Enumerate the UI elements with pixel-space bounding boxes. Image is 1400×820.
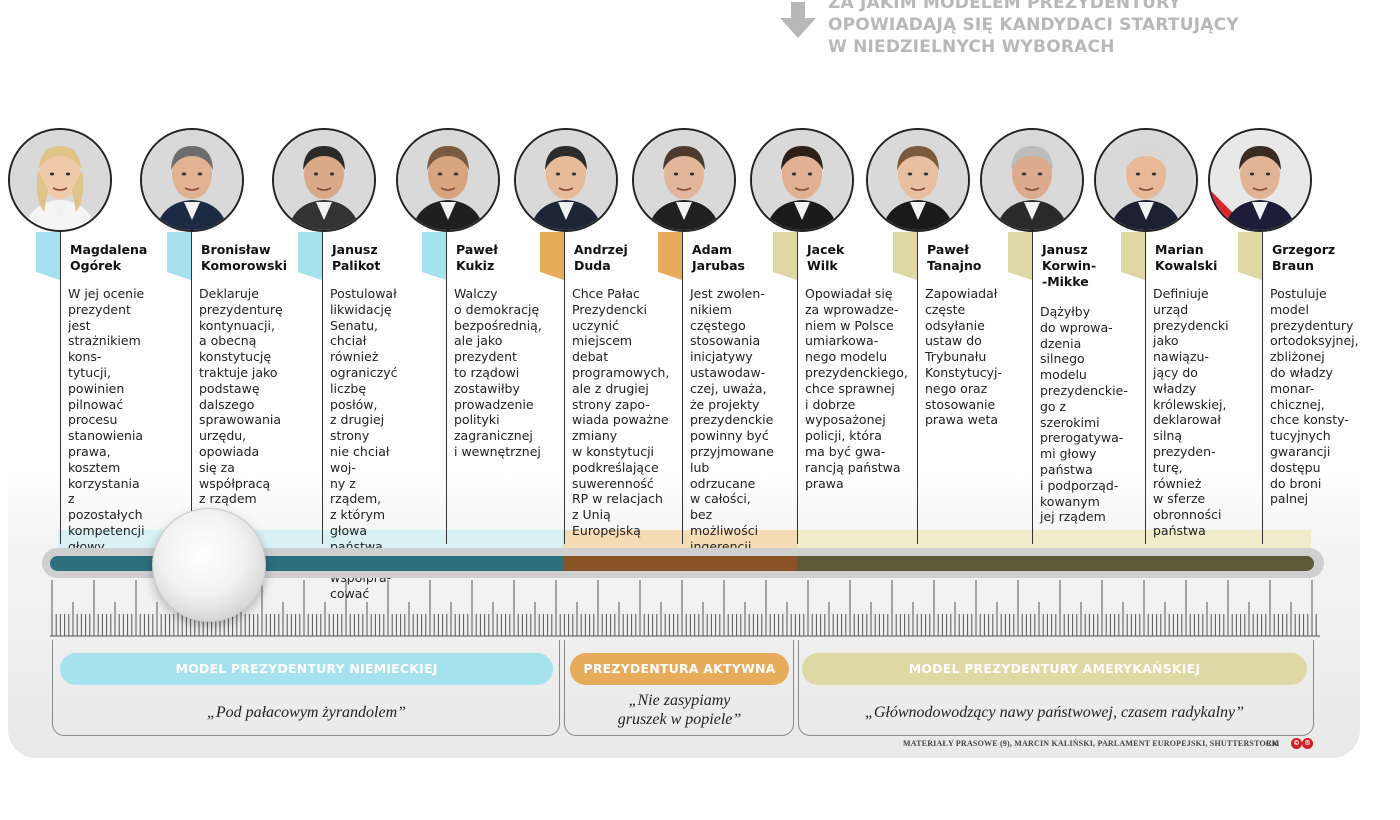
group-ribbon — [1238, 232, 1262, 280]
candidate-name: Andrzej Duda — [574, 242, 628, 273]
candidate-description: Zapowiadał częste odsyłanie ustaw do Try… — [925, 286, 1003, 428]
timeline-connector — [446, 232, 447, 544]
group-ribbon — [36, 232, 60, 280]
ruler-scale — [50, 580, 1320, 637]
candidate-name: Grzegorz Braun — [1272, 242, 1336, 273]
candidate-photo — [980, 128, 1084, 232]
timeline-connector — [682, 232, 683, 544]
author-initials: RM — [1266, 739, 1280, 748]
timeline-connector — [564, 232, 565, 544]
track-segment-active — [564, 556, 797, 571]
page-title: ZA JAKIM MODELEM PREZYDENTURY OPOWIADAJĄ… — [828, 0, 1239, 58]
group-ribbon — [893, 232, 917, 280]
timeline-connector — [322, 232, 323, 544]
quote-american: „Głównodowodzący nawy państwowej, czasem… — [864, 704, 1245, 721]
candidate-name: Jacek Wilk — [807, 242, 845, 273]
group-ribbon — [422, 232, 446, 280]
candidate-description: Deklaruje prezydenturę kontynuacji, a ob… — [199, 286, 283, 507]
track-segment-american — [797, 556, 1314, 571]
band-active — [563, 530, 797, 548]
timeline-connector — [797, 232, 798, 544]
timeline-connector — [191, 232, 192, 544]
candidate-name: Magdalena Ogórek — [70, 242, 148, 273]
bracket-american — [798, 640, 1314, 736]
candidate-description: W jej ocenie prezydent jest strażnikiem … — [68, 286, 145, 570]
candidate-name: Paweł Tanajno — [927, 242, 982, 273]
timeline-connector — [1262, 232, 1263, 544]
registered-logo-icon: ® — [1302, 738, 1313, 749]
candidate-photo — [140, 128, 244, 232]
timeline-connector — [917, 232, 918, 544]
group-ribbon — [1121, 232, 1145, 280]
candidate-description: Postuluje model prezydentury ortodoksyjn… — [1270, 286, 1359, 507]
candidate-description: Definiuje urząd prezydencki jako nawiązu… — [1153, 286, 1229, 538]
title-line: OPOWIADAJĄ SIĘ KANDYDACI STARTUJĄCY — [828, 15, 1239, 35]
candidate-description: Walczy o demokrację bezpośrednią, ale ja… — [454, 286, 542, 459]
title-line: ZA JAKIM MODELEM PREZYDENTURY — [828, 0, 1182, 13]
copyright-logo-icon: © — [1291, 738, 1302, 749]
candidate-description: Postulował likwidację Senatu, chciał rów… — [330, 286, 398, 602]
bracket-german — [52, 640, 560, 736]
candidate-name: Janusz Palikot — [332, 242, 381, 273]
quote-german: „Pod pałacowym żyrandolem” — [206, 704, 407, 721]
candidate-description: Chce Pałac Prezydencki uczynić miejscem … — [572, 286, 670, 538]
candidate-description: Dążyłby do wprowa- dzenia silnego modelu… — [1040, 304, 1128, 525]
group-ribbon — [540, 232, 564, 280]
candidate-photo — [866, 128, 970, 232]
candidate-photo — [396, 128, 500, 232]
photo-credit: MATERIAŁY PRASOWE (9), MARCIN KALIŃSKI, … — [903, 739, 1279, 748]
candidate-photo — [514, 128, 618, 232]
header: ZA JAKIM MODELEM PREZYDENTURY OPOWIADAJĄ… — [778, 0, 1298, 72]
candidate-name: Adam Jarubas — [692, 242, 745, 273]
group-ribbon — [658, 232, 682, 280]
candidate-name: Paweł Kukiz — [456, 242, 498, 273]
arrow-down-icon — [780, 2, 816, 38]
category-german-label: MODEL PREZYDENTURY NIEMIECKIEJ — [60, 653, 553, 685]
band-american — [797, 530, 1311, 548]
track-segment-german — [50, 556, 564, 571]
quote-active: „Nie zasypiamy gruszek w popiele” — [617, 692, 742, 728]
candidate-photo — [1094, 128, 1198, 232]
candidate-photo — [8, 128, 112, 232]
bracket-active — [564, 640, 794, 736]
slider-knob[interactable] — [152, 508, 266, 622]
candidate-photo — [632, 128, 736, 232]
candidate-description: Jest zwolen- nikiem częstego stosowania … — [690, 286, 774, 570]
group-ribbon — [1008, 232, 1032, 280]
timeline-connector — [60, 232, 61, 544]
timeline-connector — [1032, 232, 1033, 544]
candidate-photo — [750, 128, 854, 232]
candidate-photo — [1208, 128, 1312, 232]
group-ribbon — [167, 232, 191, 280]
category-american-label: MODEL PREZYDENTURY AMERYKAŃSKIEJ — [802, 653, 1307, 685]
timeline-connector — [1145, 232, 1146, 544]
group-ribbon — [773, 232, 797, 280]
group-ribbon — [298, 232, 322, 280]
candidate-name: Janusz Korwin- -Mikke — [1042, 242, 1097, 289]
candidate-name: Marian Kowalski — [1155, 242, 1218, 273]
category-active-label: PREZYDENTURA AKTYWNA — [570, 653, 789, 685]
title-line: W NIEDZIELNYCH WYBORACH — [828, 37, 1115, 57]
candidate-name: Bronisław Komorowski — [201, 242, 288, 273]
candidate-photo — [272, 128, 376, 232]
candidate-description: Opowiadał się za wprowadze- niem w Polsc… — [805, 286, 908, 491]
